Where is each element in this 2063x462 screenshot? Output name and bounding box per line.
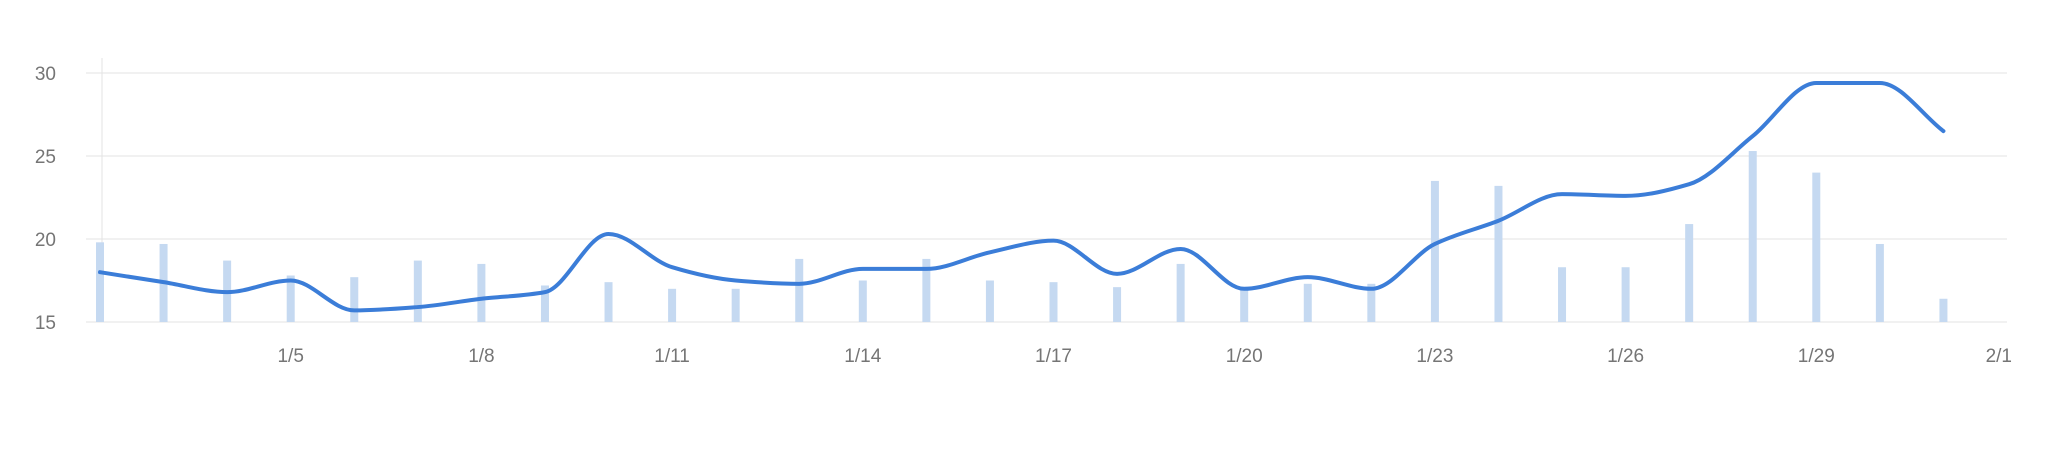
bar	[1240, 288, 1249, 322]
x-tick-label: 1/20	[1226, 346, 1263, 367]
x-tick-label: 1/23	[1416, 346, 1453, 367]
x-tick-label: 1/29	[1798, 346, 1835, 367]
bar	[477, 263, 486, 322]
bar	[1303, 283, 1312, 322]
x-tick-label: 1/8	[468, 346, 494, 367]
bar	[350, 277, 359, 322]
bar	[1494, 185, 1503, 322]
x-tick-label: 1/11	[654, 346, 690, 367]
bar	[1367, 283, 1376, 322]
x-tick-label: 1/26	[1607, 346, 1644, 367]
y-axis-ticks: 15 20 25 30	[35, 64, 56, 334]
x-tick-label: 2/1	[1986, 346, 2012, 367]
grid-lines	[86, 58, 2007, 323]
bar	[286, 275, 295, 322]
y-tick-label: 30	[35, 64, 56, 85]
bar	[731, 288, 740, 322]
bar	[668, 288, 677, 322]
bar	[1621, 267, 1630, 322]
bar	[1558, 267, 1567, 322]
y-tick-label: 15	[35, 313, 56, 334]
bar	[1049, 282, 1058, 322]
x-tick-label: 1/14	[844, 346, 881, 367]
bar	[96, 242, 104, 322]
bar-series	[96, 151, 1948, 322]
bar	[858, 280, 867, 322]
bar	[1812, 172, 1821, 322]
bar	[1875, 243, 1884, 322]
y-tick-label: 25	[35, 147, 56, 168]
y-tick-label: 20	[35, 230, 56, 251]
bar	[604, 282, 613, 322]
line-series	[98, 80, 1946, 313]
bar	[1430, 180, 1439, 322]
x-axis-ticks: 1/5 1/8 1/11 1/14 1/17 1/20 1/23 1/26 1/29 2/1	[277, 346, 2012, 367]
bar	[1939, 298, 1948, 322]
bar	[1748, 151, 1757, 322]
bar	[1685, 224, 1694, 322]
bar	[922, 258, 931, 322]
bar	[413, 260, 422, 322]
x-tick-label: 1/5	[277, 346, 303, 367]
x-tick-label: 1/17	[1035, 346, 1072, 367]
bar	[1113, 287, 1122, 322]
bar	[985, 280, 994, 322]
bar	[795, 258, 804, 322]
bar	[540, 285, 549, 322]
bar	[1176, 263, 1185, 322]
series-line	[98, 80, 1946, 313]
